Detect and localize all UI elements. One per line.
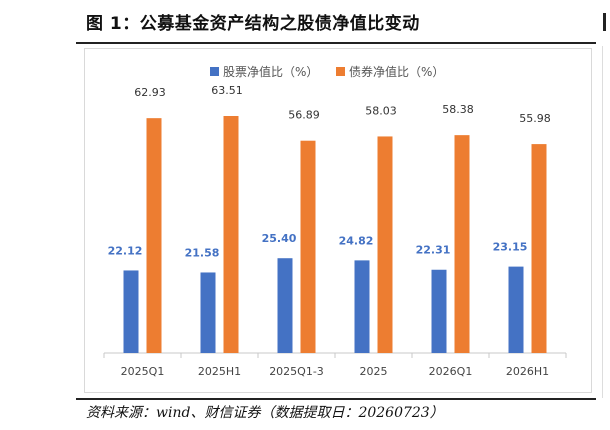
bar-bond-2025Q1-3: [300, 140, 316, 353]
bar-stock-2025: [354, 260, 370, 353]
source-note: 资料来源：wind、财信证券（数据提取日：20260723）: [86, 405, 444, 421]
data-labels: 22.12 62.93 21.58 63.51 25.40 56.89 24.82 58.03…: [108, 84, 551, 259]
data-label-stock-2026H1: 23.15: [493, 241, 528, 254]
category-label-2026H1: 2026H1: [506, 365, 549, 378]
chart-frame: [84, 48, 592, 393]
bar-bond-2026H1: [531, 144, 547, 353]
data-label-stock-2025Q1: 22.12: [108, 244, 143, 257]
data-label-bond-2025Q1-3: 56.89: [288, 109, 320, 122]
bar-bond-2025H1: [223, 116, 239, 353]
legend-swatch-bond: [336, 67, 345, 76]
bar-bond-2025Q1: [146, 118, 162, 353]
category-label-2026Q1: 2026Q1: [429, 365, 473, 378]
category-label-2025Q1: 2025Q1: [121, 365, 165, 378]
legend-swatch-stock: [210, 67, 219, 76]
category-label-2025: 2025: [360, 365, 388, 378]
bars: [123, 116, 547, 353]
bar-bond-2026Q1: [454, 135, 470, 353]
source-rule: [76, 398, 596, 400]
legend: 股票净值比（%） 债券净值比（%）: [210, 64, 444, 79]
bar-stock-2025Q1: [123, 270, 139, 353]
adjacent-figure-edge: [603, 13, 606, 31]
data-label-bond-2026Q1: 58.38: [442, 103, 474, 116]
bar-stock-2025Q1-3: [277, 258, 293, 353]
bar-stock-2026H1: [508, 266, 524, 353]
data-label-bond-2025Q1: 62.93: [134, 86, 166, 99]
legend-label-stock: 股票净值比（%）: [223, 64, 318, 79]
adjacent-figure-border: [602, 46, 603, 398]
category-label-2025Q1-3: 2025Q1-3: [269, 365, 324, 378]
x-axis-ticks: [103, 353, 567, 358]
bar-bond-2025: [377, 136, 393, 353]
category-label-2025H1: 2025H1: [198, 365, 241, 378]
title-rule: [76, 42, 596, 44]
figure-title: 图 1：公募基金资产结构之股债净值比变动: [86, 14, 420, 34]
data-label-stock-2025H1: 21.58: [185, 246, 220, 259]
bar-stock-2025H1: [200, 272, 216, 353]
legend-label-bond: 债券净值比（%）: [349, 64, 444, 79]
data-label-bond-2025: 58.03: [365, 104, 397, 117]
bar-stock-2026Q1: [431, 269, 447, 353]
data-label-stock-2025: 24.82: [339, 234, 374, 247]
data-label-stock-2026Q1: 22.31: [416, 244, 451, 257]
data-label-bond-2026H1: 55.98: [519, 112, 551, 125]
data-label-bond-2025H1: 63.51: [211, 84, 243, 97]
data-label-stock-2025Q1-3: 25.40: [262, 232, 297, 245]
category-labels: 2025Q1 2025H1 2025Q1-3 2025 2026Q1 2026H1: [121, 365, 549, 378]
